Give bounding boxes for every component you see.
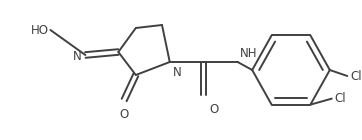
Text: Cl: Cl	[350, 69, 362, 82]
Text: N: N	[173, 66, 181, 79]
Text: O: O	[119, 108, 129, 121]
Text: Cl: Cl	[334, 92, 346, 105]
Text: O: O	[210, 103, 219, 116]
Text: NH: NH	[240, 47, 257, 60]
Text: N: N	[73, 50, 81, 62]
Text: HO: HO	[30, 24, 49, 37]
